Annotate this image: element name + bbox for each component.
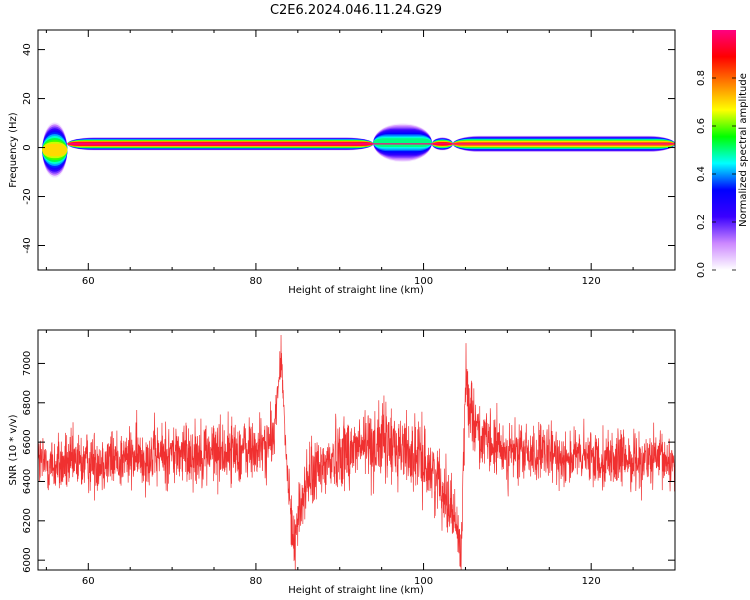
bottom-xtick-label: 120 [582, 576, 601, 587]
top-frame [37, 29, 676, 271]
top-ytick-label: 20 [22, 92, 33, 105]
bottom-xtick-label: 80 [250, 576, 263, 587]
snr-panel: 60 80 100 120 6000 6200 6400 6600 6800 7000 [22, 329, 676, 587]
snr-series-line [38, 335, 675, 570]
top-xtick-label: 100 [414, 276, 433, 287]
top-x-axis-label: Height of straight line (km) [288, 285, 424, 296]
spectrogram-panel: 60 80 100 120 -40 -20 0 20 40 [22, 29, 676, 287]
colorbar: 0.0 0.2 0.4 0.6 0.8 [696, 30, 736, 278]
spectral-band [373, 123, 432, 162]
bottom-xtick-label: 100 [414, 576, 433, 587]
colorbar-tick-label: 0.0 [696, 262, 707, 278]
top-xtick-label: 60 [82, 276, 95, 287]
bottom-ytick-label: 6200 [22, 508, 33, 533]
colorbar-label: Normalized spectral amplitude [738, 73, 749, 227]
bottom-frame [37, 329, 676, 571]
colorbar-gradient [712, 30, 736, 270]
bottom-ytick-label: 6400 [22, 469, 33, 494]
bottom-ytick-label: 6000 [22, 547, 33, 572]
top-xtick-label: 120 [582, 276, 601, 287]
colorbar-tick-label: 0.6 [696, 118, 707, 134]
top-ytick-label: 40 [22, 43, 33, 56]
top-ytick-label: 0 [22, 144, 33, 150]
top-xtick-label: 80 [250, 276, 263, 287]
colorbar-tick-label: 0.8 [696, 70, 707, 86]
top-ytick-label: -40 [22, 237, 33, 253]
colorbar-tick-label: 0.2 [696, 214, 707, 230]
bottom-ytick-label: 6800 [22, 390, 33, 415]
colorbar-tick-label: 0.4 [696, 166, 707, 182]
bottom-y-axis-label: SNR (10 * v/v) [8, 414, 19, 485]
bottom-ytick-label: 6600 [22, 429, 33, 454]
spectral-layer [42, 143, 68, 157]
bottom-x-axis-label: Height of straight line (km) [288, 585, 424, 596]
figure-title: C2E6.2024.046.11.24.G29 [270, 3, 442, 18]
bottom-ytick-label: 7000 [22, 351, 33, 376]
top-ytick-label: -20 [22, 188, 33, 204]
spectral-layer [373, 138, 432, 148]
bottom-xtick-label: 60 [82, 576, 95, 587]
spectrogram-image [42, 122, 675, 178]
spectral-band [42, 122, 68, 178]
top-y-axis-label: Frequency (Hz) [8, 112, 19, 188]
